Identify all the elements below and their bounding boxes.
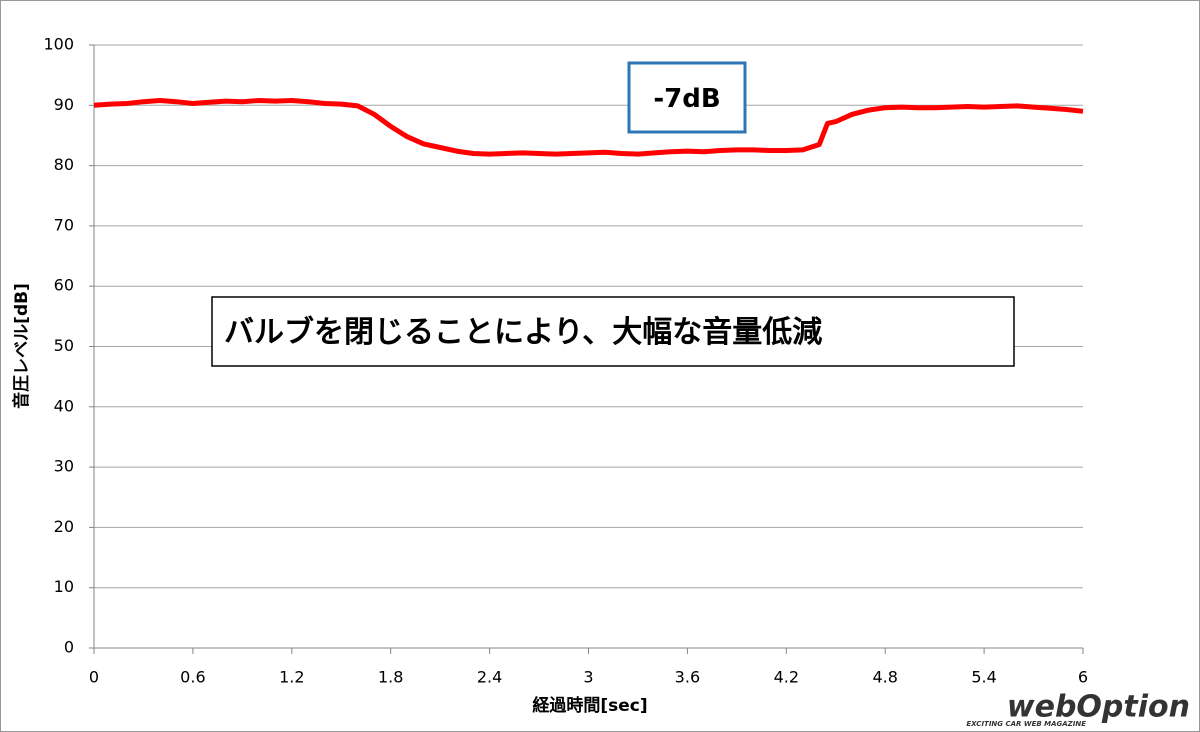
y-tick-label: 10	[54, 577, 74, 596]
y-tick-label: 80	[54, 155, 74, 174]
x-tick-label: 0.6	[180, 668, 205, 687]
y-tick-label: 50	[54, 336, 74, 355]
x-tick-label: 3	[583, 668, 593, 687]
y-tick-label: 30	[54, 457, 74, 476]
watermark-sub: EXCITING CAR WEB MAGAZINE	[966, 720, 1086, 728]
x-tick-label: 4.8	[872, 668, 897, 687]
x-tick-label: 1.2	[279, 668, 304, 687]
annotation-text: -7dB	[653, 84, 720, 114]
x-tick-label: 3.6	[675, 668, 700, 687]
x-tick-label: 4.2	[774, 668, 799, 687]
x-tick-label: 2.4	[477, 668, 502, 687]
y-tick-label: 100	[43, 35, 74, 54]
x-tick-label: 6	[1078, 668, 1088, 687]
x-tick-label: 5.4	[971, 668, 996, 687]
y-axis-title: 音圧レベル[dB]	[11, 283, 32, 409]
x-tick-label: 1.8	[378, 668, 403, 687]
x-tick-label: 0	[89, 668, 99, 687]
annotation-text: バルブを閉じることにより、大幅な音量低減	[224, 315, 822, 350]
y-tick-label: 90	[54, 95, 74, 114]
y-tick-label: 60	[54, 276, 74, 295]
y-tick-label: 0	[64, 638, 74, 657]
annotation-box	[211, 296, 1015, 367]
y-tick-label: 20	[54, 517, 74, 536]
annotation-box	[627, 61, 747, 134]
data-line	[93, 98, 1084, 157]
y-tick-label: 40	[54, 396, 74, 415]
y-tick-label: 70	[54, 215, 74, 234]
watermark: webOption	[1007, 690, 1190, 725]
x-axis-title: 経過時間[sec]	[532, 695, 647, 716]
